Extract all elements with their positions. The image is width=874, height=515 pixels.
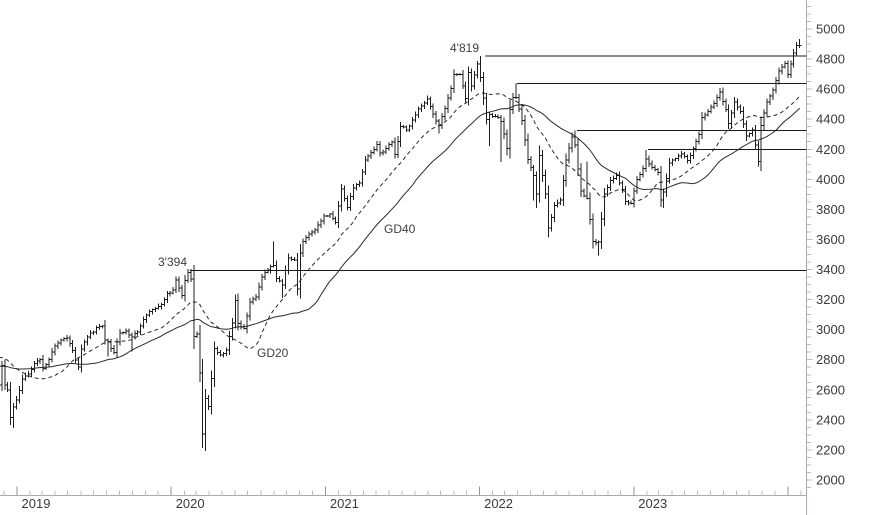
high-level-label: 4'819 — [450, 41, 479, 55]
y-axis-label: 2800 — [816, 352, 845, 367]
y-axis-label: 2200 — [816, 442, 845, 457]
y-axis-label: 5000 — [816, 22, 845, 37]
y-axis-ticks — [806, 5, 813, 489]
y-axis-label: 2400 — [816, 412, 845, 427]
y-axis-label: 3400 — [816, 262, 845, 277]
y-axis-label: 3000 — [816, 322, 845, 337]
y-axis-label: 2000 — [816, 472, 845, 487]
x-axis-year-label: 2019 — [22, 496, 51, 511]
gd40-label: GD40 — [384, 222, 416, 236]
y-axis-label: 4200 — [816, 142, 845, 157]
y-axis-label: 3600 — [816, 232, 845, 247]
axis-lines — [0, 0, 807, 515]
y-axis-label: 3200 — [816, 292, 845, 307]
x-axis-year-label: 2022 — [484, 496, 513, 511]
y-axis-label: 4800 — [816, 52, 845, 67]
gd20-label: GD20 — [257, 346, 289, 360]
x-axis-year-label: 2021 — [330, 496, 359, 511]
x-axis-ticks — [3, 486, 802, 496]
low-level-label: 3'394 — [158, 255, 187, 269]
y-axis-label: 2600 — [816, 382, 845, 397]
y-axis-label: 4600 — [816, 82, 845, 97]
y-axis-label: 3800 — [816, 202, 845, 217]
y-axis-label: 4000 — [816, 172, 845, 187]
price-bars — [0, 39, 802, 452]
x-axis-year-label: 2020 — [176, 496, 205, 511]
y-axis-label: 4400 — [816, 112, 845, 127]
x-axis-labels: 2019 2020 2021 2022 2023 — [22, 496, 668, 511]
resistance-lines — [190, 55, 807, 271]
y-axis-labels: 2000 2200 2400 2600 2800 3000 3200 3400 3600 3800… — [816, 22, 845, 488]
x-axis-year-label: 2023 — [638, 496, 667, 511]
